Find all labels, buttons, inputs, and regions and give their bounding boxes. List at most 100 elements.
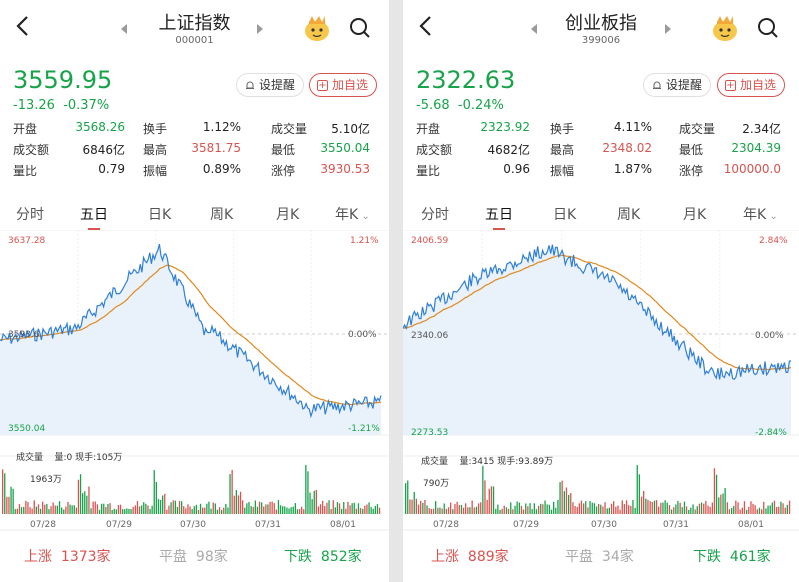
tab-0[interactable]: 分时 <box>16 204 44 224</box>
stat-value: 0.79 <box>98 162 125 176</box>
mascot-icon[interactable] <box>710 14 740 42</box>
volume-bar <box>115 509 117 514</box>
volume-bar <box>77 479 80 514</box>
add-watchlist-button[interactable]: + 加自选 <box>309 73 378 97</box>
volume-bar <box>518 502 520 514</box>
volume-bar <box>69 504 71 514</box>
next-index-arrow-icon[interactable] <box>257 24 263 34</box>
volume-bar <box>225 503 227 514</box>
volume-bar <box>322 500 324 514</box>
volume-bar <box>739 509 741 514</box>
back-icon[interactable] <box>12 14 34 38</box>
prev-index-arrow-icon[interactable] <box>531 24 537 34</box>
stat-value: 100000.0 <box>723 162 781 176</box>
volume-bar <box>649 501 651 514</box>
volume-bar <box>20 507 23 514</box>
stat-item: 最高 2348.02 <box>550 141 652 158</box>
tab-3[interactable]: 周K <box>210 204 233 224</box>
volume-bar <box>467 507 469 514</box>
volume-bar <box>199 503 202 514</box>
volume-bar <box>170 502 172 514</box>
set-alert-button[interactable]: 设提醒 <box>643 73 712 97</box>
add-watchlist-label: 加自选 <box>332 78 369 92</box>
volume-bar <box>235 490 237 514</box>
volume-bar <box>65 506 67 514</box>
volume-bar <box>681 507 683 514</box>
tab-0[interactable]: 分时 <box>421 204 449 224</box>
tab-label: 日K <box>148 207 172 223</box>
volume-bar <box>12 488 14 514</box>
volume-bar <box>773 500 776 514</box>
tab-1[interactable]: 五日 <box>80 204 108 230</box>
volume-bar <box>565 487 568 514</box>
volume-bar <box>88 486 90 514</box>
search-icon[interactable] <box>756 16 780 40</box>
volume-bar <box>585 501 587 514</box>
stat-item: 最低 2304.39 <box>679 141 781 158</box>
volume-bar <box>58 501 61 514</box>
volume-bar <box>538 505 540 514</box>
tab-2[interactable]: 日K <box>553 204 576 224</box>
volume-bar <box>376 504 379 514</box>
stat-value: 3550.04 <box>320 141 370 155</box>
volume-bar <box>39 508 42 514</box>
volume-bar <box>409 499 411 514</box>
volume-bar <box>621 500 623 514</box>
plus-icon: + <box>725 80 736 91</box>
volume-bar <box>305 464 307 514</box>
volume-bar <box>437 507 439 514</box>
volume-bar <box>574 506 576 514</box>
volume-bar <box>700 502 703 514</box>
stat-label: 最低 <box>679 143 704 157</box>
volume-bar <box>271 501 273 514</box>
volume-bar <box>615 506 617 514</box>
volume-bar <box>138 506 141 514</box>
tab-5[interactable]: 年K ⌄ <box>743 204 778 224</box>
search-icon[interactable] <box>348 16 372 40</box>
volume-bar <box>147 505 149 514</box>
volume-bar <box>183 506 185 514</box>
tab-1[interactable]: 五日 <box>485 204 513 230</box>
volume-bar <box>735 500 737 514</box>
volume-bar <box>460 505 463 514</box>
volume-bar <box>703 503 705 514</box>
volume-bar <box>439 507 441 514</box>
mascot-icon[interactable] <box>302 14 332 42</box>
five-day-chart[interactable] <box>0 230 389 540</box>
index-title: 创业板指 <box>565 13 637 34</box>
volume-bar <box>233 495 235 514</box>
add-watchlist-button[interactable]: + 加自选 <box>717 73 786 97</box>
volume-bar <box>269 501 271 514</box>
volume-bar <box>54 505 56 514</box>
volume-title: 成交量 <box>16 453 44 463</box>
volume-bar <box>145 503 147 514</box>
volume-bar <box>82 493 84 514</box>
volume-bar <box>718 497 720 514</box>
volume-bar <box>662 502 664 514</box>
volume-bar <box>454 503 456 514</box>
volume-bar <box>239 491 242 514</box>
volume-bar <box>92 501 94 514</box>
stat-value: 2323.92 <box>480 120 530 134</box>
tab-2[interactable]: 日K <box>148 204 171 224</box>
tab-4[interactable]: 月K <box>276 204 299 224</box>
tab-5[interactable]: 年K ⌄ <box>335 204 370 224</box>
tab-3[interactable]: 周K <box>617 204 640 224</box>
volume-bar <box>480 502 482 514</box>
back-icon[interactable] <box>415 14 437 38</box>
stat-value: 0.89% <box>202 162 241 176</box>
next-index-arrow-icon[interactable] <box>665 24 671 34</box>
volume-bar <box>542 504 544 514</box>
volume-max-label: 790万 <box>423 479 450 489</box>
volume-bar <box>696 506 698 514</box>
volume-bar <box>258 501 261 514</box>
tab-4[interactable]: 月K <box>683 204 706 224</box>
volume-bar <box>546 504 548 514</box>
prev-index-arrow-icon[interactable] <box>121 24 127 34</box>
volume-bar <box>105 507 107 514</box>
volume-bar <box>694 509 696 514</box>
volume-bar <box>208 501 210 514</box>
set-alert-button[interactable]: 设提醒 <box>236 73 305 97</box>
volume-bar <box>166 509 168 514</box>
five-day-chart[interactable] <box>403 230 799 540</box>
